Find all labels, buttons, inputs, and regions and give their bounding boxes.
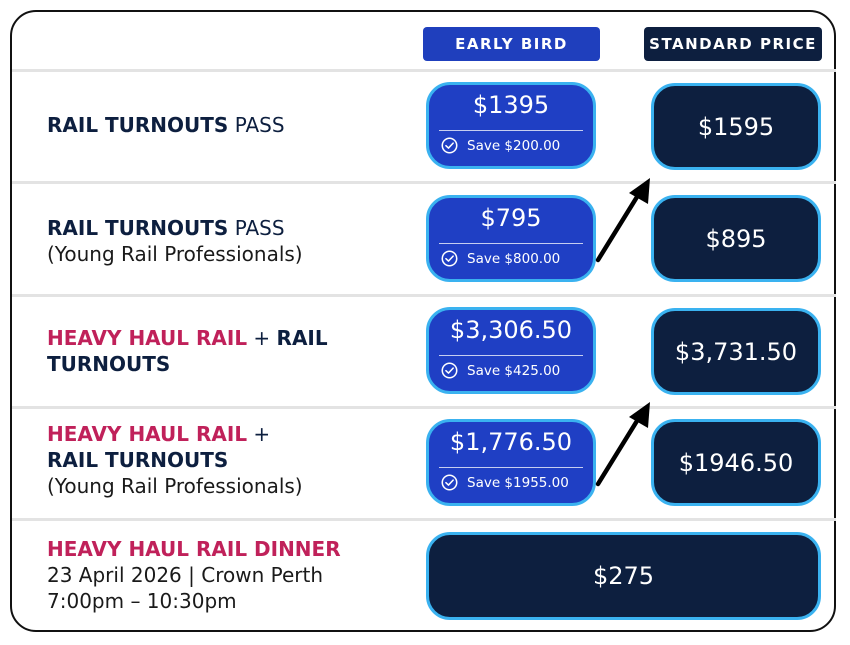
standard-price: $895 [705,224,767,253]
early-bird-price: $3,306.50 [449,316,573,344]
divider [439,355,583,356]
ticket-name-bold: HEAVY HAUL RAIL [47,326,248,350]
standard-price-box: $1595 [651,83,821,170]
standard-price: $1595 [697,112,775,141]
divider [12,406,836,409]
savings-text: Save $800.00 [467,250,561,267]
early-bird-price-box: $1,776.50 Save $1955.00 [426,419,596,506]
divider [12,69,836,72]
divider [12,181,836,184]
dinner-date-venue: 23 April 2026 | Crown Perth [47,563,323,587]
ticket-name-bold: RAIL TURNOUTS [47,448,229,472]
standard-price: $1946.50 [678,448,794,477]
divider [12,518,836,521]
early-bird-price-box: $1395 Save $200.00 [426,82,596,169]
early-bird-price: $1,776.50 [449,428,573,456]
arrow-up-right-icon [595,402,650,487]
ticket-subtitle: (Young Rail Professionals) [47,474,303,498]
divider [439,467,583,468]
dinner-price-box: $275 [426,532,821,620]
divider [439,130,583,131]
early-bird-price: $1395 [472,91,550,119]
savings-line: Save $425.00 [441,362,585,379]
ticket-name-bold: RAIL [276,326,328,350]
ticket-name-rail-turnouts-pass-young: RAIL TURNOUTS PASS (Young Rail Professio… [47,215,303,267]
divider [12,294,836,297]
check-circle-icon [441,362,458,379]
ticket-name-suffix: PASS [234,216,285,240]
ticket-name-suffix: PASS [234,113,285,137]
savings-text: Save $1955.00 [467,474,569,491]
dinner-title: HEAVY HAUL RAIL DINNER [47,537,341,561]
early-bird-header: EARLY BIRD [423,27,600,61]
ticket-name-heavy-haul-rail-turnouts-young: HEAVY HAUL RAIL + RAIL TURNOUTS (Young R… [47,421,303,499]
standard-price-header: STANDARD PRICE [644,27,822,61]
savings-line: Save $200.00 [441,137,585,154]
ticket-name-bold: HEAVY HAUL RAIL [47,422,248,446]
dinner-time: 7:00pm – 10:30pm [47,589,237,613]
standard-price-box: $1946.50 [651,419,821,506]
ticket-name-rail-turnouts-pass: RAIL TURNOUTS PASS [47,112,285,138]
early-bird-price-box: $3,306.50 Save $425.00 [426,307,596,394]
dinner-details: HEAVY HAUL RAIL DINNER 23 April 2026 | C… [47,536,341,614]
ticket-name-bold: RAIL TURNOUTS [47,216,229,240]
savings-line: Save $800.00 [441,250,585,267]
arrow-up-right-icon [595,178,650,263]
check-circle-icon [441,250,458,267]
standard-price: $3,731.50 [674,337,798,366]
savings-text: Save $425.00 [467,362,561,379]
early-bird-price-box: $795 Save $800.00 [426,195,596,282]
ticket-name-bold: RAIL TURNOUTS [47,113,229,137]
ticket-name-heavy-haul-rail-turnouts: HEAVY HAUL RAIL + RAIL TURNOUTS [47,325,328,377]
check-circle-icon [441,474,458,491]
plus-sign: + [253,422,271,446]
early-bird-price: $795 [480,204,542,232]
check-circle-icon [441,137,458,154]
dinner-price: $275 [592,562,655,590]
ticket-name-bold: TURNOUTS [47,352,171,376]
savings-line: Save $1955.00 [441,474,585,491]
divider [439,243,583,244]
plus-sign: + [253,326,271,350]
ticket-subtitle: (Young Rail Professionals) [47,242,303,266]
standard-price-box: $3,731.50 [651,308,821,395]
standard-price-box: $895 [651,195,821,282]
savings-text: Save $200.00 [467,137,561,154]
